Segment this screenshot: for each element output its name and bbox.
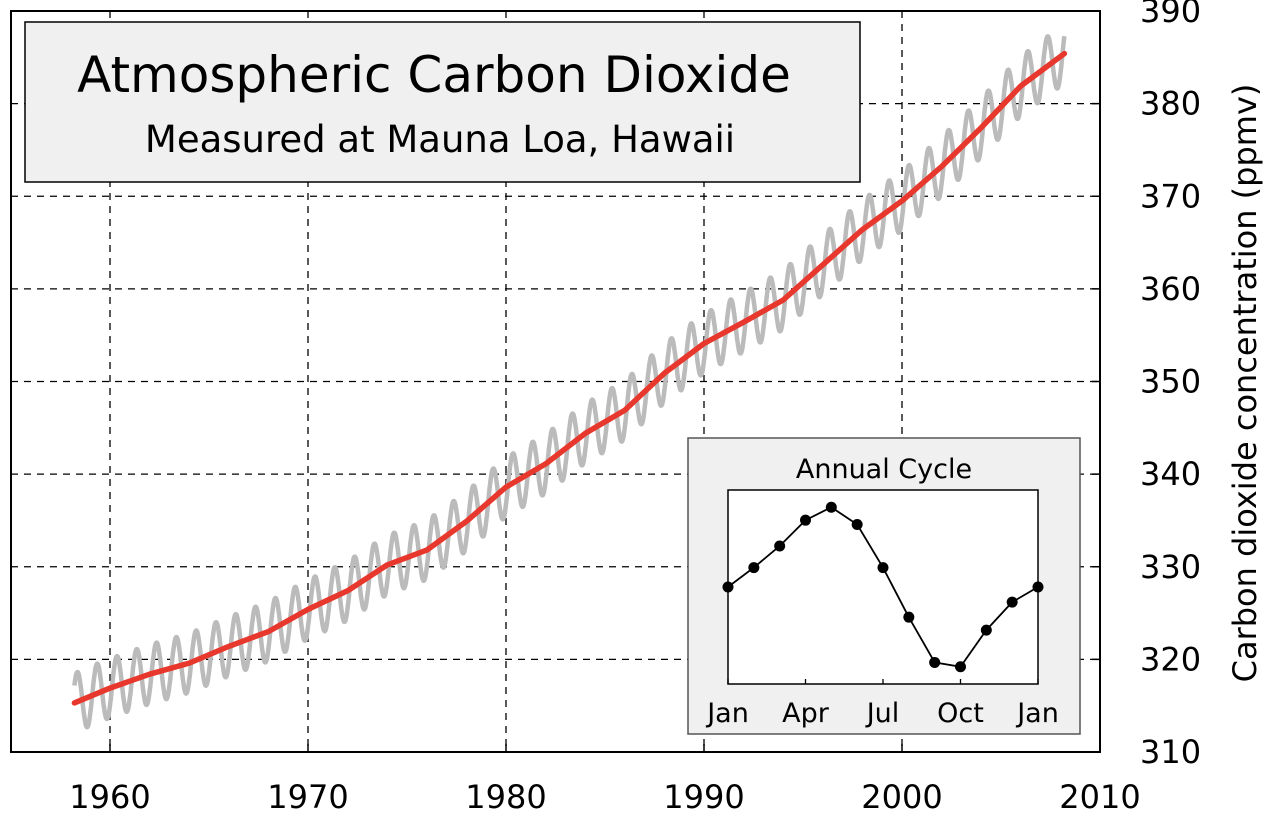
y-tick-label: 370 xyxy=(1140,177,1201,215)
inset-axis-ticks: Jan Apr Jul Oct Jan xyxy=(705,679,1059,729)
y-tick-label: 380 xyxy=(1140,85,1201,123)
y-tick-label: 330 xyxy=(1140,548,1201,586)
x-tick-label: 1980 xyxy=(465,778,546,816)
inset-plot-frame xyxy=(727,489,1039,685)
inset-title: Annual Cycle xyxy=(796,454,972,485)
inset-x-tick-label: Apr xyxy=(782,698,830,729)
inset-x-tick-label: Jan xyxy=(705,698,749,729)
y-tick-label: 310 xyxy=(1140,733,1201,771)
inset-point xyxy=(800,514,811,526)
inset-point xyxy=(774,540,786,552)
annual-cycle-inset: Annual Cycle Jan Apr Jul Oct Jan xyxy=(687,437,1081,735)
title-box: Atmospheric Carbon Dioxide Measured at M… xyxy=(24,21,861,183)
y-axis-label: Carbon dioxide concentration (ppmv) xyxy=(1226,84,1264,683)
x-tick-label: 2000 xyxy=(861,778,942,816)
inset-point xyxy=(955,661,966,673)
y-tick-label: 390 xyxy=(1140,0,1201,30)
trend-line xyxy=(71,50,1068,706)
y-tick-label: 350 xyxy=(1140,363,1201,401)
y-tick-label: 340 xyxy=(1140,455,1201,493)
inset-point xyxy=(980,624,992,636)
y-tick-label: 320 xyxy=(1140,640,1201,678)
chart-subtitle: Measured at Mauna Loa, Hawaii xyxy=(145,118,735,161)
inset-point xyxy=(929,656,941,668)
inset-point xyxy=(851,518,863,530)
title-box-background xyxy=(24,21,861,183)
inset-point xyxy=(722,581,734,593)
inset-x-tick-label: Jul xyxy=(865,698,900,729)
inset-x-tick-label: Oct xyxy=(937,698,984,729)
seasonal-line xyxy=(72,34,1067,730)
x-tick-label: 1960 xyxy=(69,778,150,816)
inset-point xyxy=(903,611,915,623)
inset-x-tick-label: Jan xyxy=(1015,698,1059,729)
chart-title: Atmospheric Carbon Dioxide xyxy=(77,46,791,104)
x-tick-label: 1970 xyxy=(267,778,348,816)
inset-point xyxy=(877,562,889,574)
trend-series xyxy=(71,50,1068,706)
inset-point xyxy=(825,501,837,513)
y-tick-label: 360 xyxy=(1140,270,1201,308)
inset-series xyxy=(722,501,1044,673)
inset-point xyxy=(1032,581,1044,593)
inset-point xyxy=(748,562,760,574)
seasonal-series xyxy=(72,34,1067,730)
x-tick-label: 2010 xyxy=(1059,778,1140,816)
inset-point xyxy=(1006,596,1018,608)
x-tick-label: 1990 xyxy=(663,778,744,816)
